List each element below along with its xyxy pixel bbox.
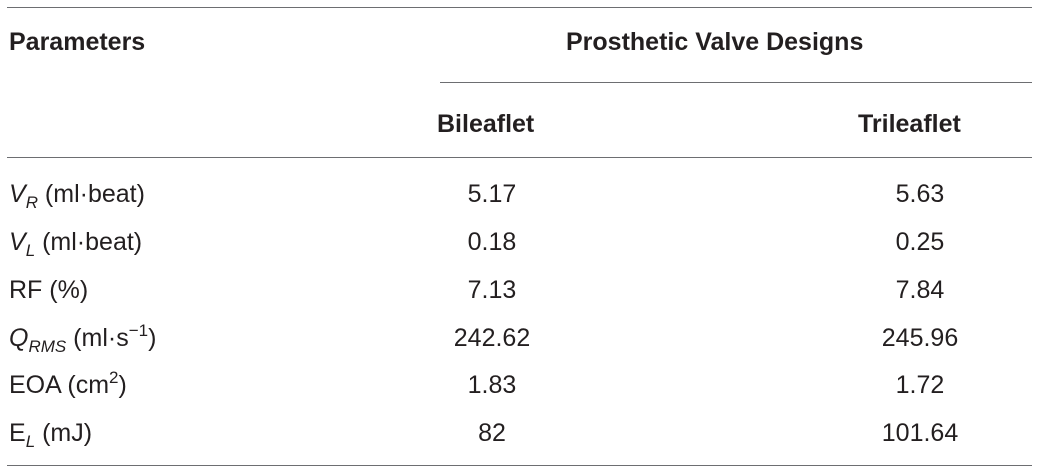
trileaflet-value: 5.63 (895, 180, 945, 208)
row-label-vr: VR (ml·beat) (9, 179, 145, 212)
row-symbol: V (9, 180, 26, 208)
parameters-header: Parameters (9, 28, 146, 56)
row-label-vl: VL (ml·beat) (9, 227, 143, 260)
row-unit: (mJ) (35, 419, 93, 447)
row-symbol: EOA (9, 371, 61, 399)
row-subscript: RMS (28, 337, 67, 356)
trileaflet-value: 1.72 (895, 371, 945, 399)
bileaflet-value: 1.83 (467, 371, 517, 399)
row-label-rf: RF (%) (9, 275, 88, 305)
bileaflet-value: 7.13 (467, 276, 517, 304)
row-unit-superscript: 2 (109, 368, 119, 387)
trileaflet-header: Trileaflet (858, 110, 961, 138)
row-unit-close: ) (148, 324, 157, 352)
row-unit: (cm (60, 371, 110, 399)
row-unit: (%) (42, 276, 89, 304)
bottom-rule (7, 465, 1032, 466)
trileaflet-value: 245.96 (881, 324, 959, 352)
row-unit: (ml·s (66, 324, 129, 352)
group-rule (440, 82, 1032, 83)
row-label-el: EL (mJ) (9, 418, 93, 451)
trileaflet-value: 7.84 (895, 276, 945, 304)
trileaflet-value: 101.64 (881, 419, 959, 447)
row-unit: (ml·beat) (37, 180, 145, 208)
top-rule (7, 7, 1032, 8)
row-unit-close: ) (118, 371, 127, 399)
row-label-eoa: EOA (cm2) (9, 368, 127, 400)
row-subscript: L (25, 241, 36, 260)
bileaflet-value: 82 (478, 419, 506, 447)
valve-designs-header: Prosthetic Valve Designs (566, 28, 864, 56)
row-symbol: Q (9, 324, 29, 352)
row-unit: (ml·beat) (35, 228, 143, 256)
row-symbol: RF (9, 276, 43, 304)
row-symbol: V (9, 228, 26, 256)
bileaflet-value: 5.17 (467, 180, 517, 208)
row-subscript: R (25, 193, 38, 212)
row-label-qrms: QRMS (ml·s−1) (9, 321, 157, 356)
bileaflet-header: Bileaflet (437, 110, 535, 138)
bileaflet-value: 0.18 (467, 228, 517, 256)
row-subscript: L (25, 432, 36, 451)
header-rule (7, 157, 1032, 158)
trileaflet-value: 0.25 (895, 228, 945, 256)
bileaflet-value: 242.62 (453, 324, 531, 352)
row-symbol: E (9, 419, 26, 447)
row-unit-superscript: −1 (128, 321, 149, 340)
